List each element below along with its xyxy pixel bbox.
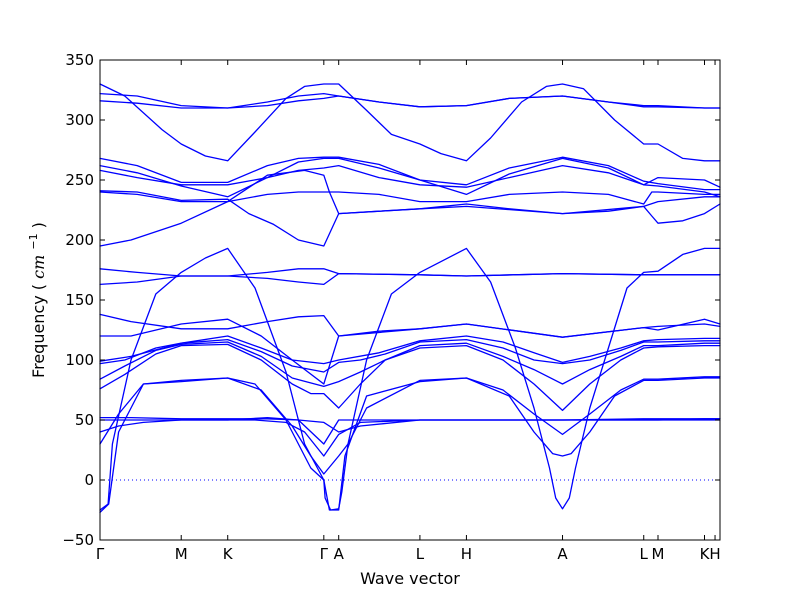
band-line-19 — [99, 157, 721, 198]
band-line-10 — [99, 335, 721, 365]
x-tick-label-5: A — [334, 545, 345, 563]
y-tick-label: 250 — [65, 171, 94, 189]
band-line-6 — [99, 419, 721, 457]
band-line-17 — [99, 190, 721, 247]
x-tick-label-12: H — [709, 545, 720, 563]
band-line-2 — [99, 377, 721, 514]
y-tick-label: 200 — [65, 231, 94, 249]
x-tick-label-2: M — [175, 545, 188, 563]
y-axis-label: Frequency ( cm −1 ) — [22, 222, 48, 378]
band-line-9 — [99, 338, 721, 373]
x-tick-label-11: K — [700, 545, 711, 563]
x-tick-label-9: L — [640, 545, 649, 563]
band-line-16 — [99, 191, 721, 205]
y-axis-label-exp: −1 — [27, 233, 40, 249]
phonon-bands — [99, 83, 721, 514]
band-line-23 — [99, 95, 721, 109]
y-tick-label: 350 — [65, 51, 94, 69]
x-tick-label-8: A — [557, 545, 568, 563]
y-axis-label-close: ) — [29, 222, 48, 228]
y-tick-label: 0 — [84, 471, 94, 489]
plot-area — [100, 60, 720, 540]
band-line-21 — [99, 83, 721, 162]
y-axis-label-main: Frequency — [29, 295, 48, 378]
y-axis-label-open: ( — [29, 284, 48, 290]
y-tick-label: 100 — [65, 351, 94, 369]
y-tick-label: 150 — [65, 291, 94, 309]
y-axis-ticks: −50 0 50 100 150 200 250 300 350 — [62, 51, 720, 549]
x-axis-label: Wave vector — [360, 569, 460, 588]
x-tick-label-4: Γ — [320, 545, 329, 563]
band-line-8 — [99, 341, 721, 388]
y-tick-label: 50 — [75, 411, 94, 429]
y-tick-label: −50 — [62, 531, 94, 549]
x-tick-label-6: L — [416, 545, 425, 563]
band-line-18 — [99, 164, 721, 188]
x-tick-label-1: Γ — [96, 545, 105, 563]
x-tick-label-7: H — [461, 545, 472, 563]
band-line-3 — [99, 376, 721, 475]
band-line-14 — [99, 272, 721, 286]
band-line-12 — [99, 318, 721, 385]
y-axis-label-unit: cm — [29, 255, 48, 279]
band-line-20 — [99, 156, 721, 191]
band-line-1 — [99, 247, 721, 511]
y-tick-label: 300 — [65, 111, 94, 129]
x-tick-label-10: M — [652, 545, 665, 563]
x-tick-label-3: K — [223, 545, 234, 563]
band-line-5 — [99, 416, 721, 445]
